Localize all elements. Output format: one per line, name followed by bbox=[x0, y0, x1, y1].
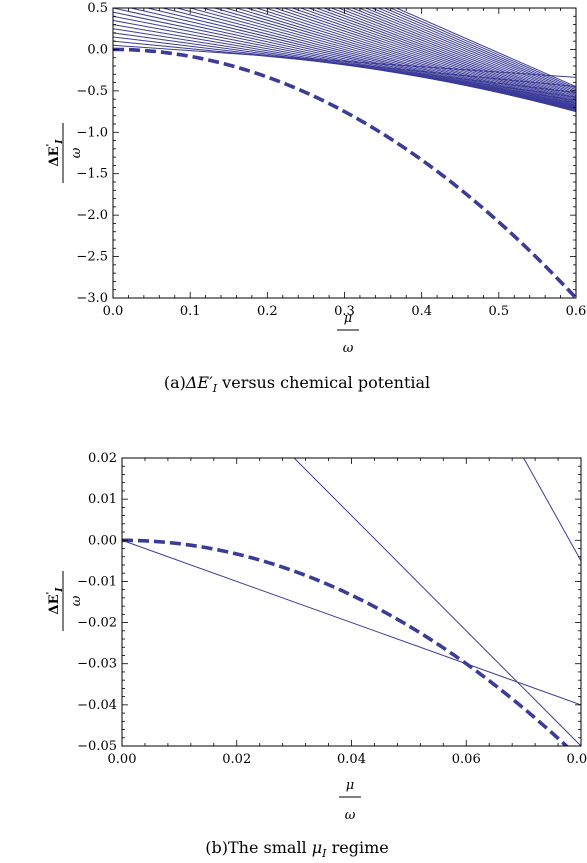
chart-b-ytick-label: 0.02 bbox=[88, 451, 117, 466]
chart-b-ylabel-sub: I bbox=[55, 587, 65, 593]
chart-a-xlabel-den: ω bbox=[343, 341, 354, 356]
chart-a-ylabel-sub: I bbox=[55, 139, 65, 145]
chart-a-ticks: 0.0 0.1 0.2 0.3 0.4 0.5 0.6 0.5 0.0 −0.5 −1.0 −1.5 −… bbox=[76, 1, 586, 319]
chart-b-ytick-label: −0.01 bbox=[77, 574, 117, 589]
chart-a-solid-line bbox=[234, 8, 576, 112]
chart-a-caption-text: versus chemical potential bbox=[217, 373, 430, 392]
chart-b-ylabel-num: ΔE bbox=[47, 594, 62, 614]
chart-a-solid-line bbox=[212, 8, 576, 112]
chart-a-solid-line bbox=[389, 8, 576, 89]
chart-a-xtick-label: 0.6 bbox=[566, 304, 587, 319]
chart-a-caption-math: ΔE′ bbox=[185, 373, 213, 392]
chart-a-solid-line bbox=[322, 8, 576, 103]
chart-a-solid-line bbox=[357, 8, 576, 97]
chart-b-ticks: 0.00 0.02 0.04 0.06 0.08 0.02 0.01 0.00 −0.01 −0.… bbox=[77, 451, 587, 767]
chart-b-xtick-label: 0.02 bbox=[222, 752, 251, 767]
chart-a-xtick-label: 0.5 bbox=[488, 304, 509, 319]
chart-b-xtick-label: 0.04 bbox=[337, 752, 366, 767]
chart-a-solid-line bbox=[200, 8, 576, 112]
chart-a-xtick-label: 0.3 bbox=[334, 304, 355, 319]
chart-a-solid-line bbox=[299, 8, 576, 106]
chart-b-caption-text2: regime bbox=[327, 838, 389, 857]
chart-a-solid-line bbox=[307, 8, 576, 105]
chart-a-solid-line bbox=[244, 8, 576, 111]
chart-a-solid-line bbox=[383, 8, 576, 91]
chart-a-ylabel-den: ω bbox=[69, 147, 84, 158]
chart-b-dashed-curve bbox=[122, 538, 570, 746]
chart-a-ytick-label: −0.5 bbox=[76, 84, 108, 99]
chart-a-ytick-label: −1.0 bbox=[76, 125, 108, 140]
chart-a-dashed-curve bbox=[113, 47, 576, 298]
chart-b-ytick-label: −0.04 bbox=[77, 698, 117, 713]
chart-a-caption-math-sub: I bbox=[212, 382, 218, 395]
chart-b-caption: (b)The small μI regime bbox=[205, 838, 388, 860]
chart-a-xtick-label: 0.0 bbox=[103, 304, 124, 319]
chart-b-solid-line bbox=[122, 539, 581, 706]
chart-a-solid-line bbox=[290, 8, 576, 107]
chart-b-solid-line bbox=[293, 458, 581, 746]
chart-a-ytick-label: −2.5 bbox=[76, 250, 108, 265]
chart-a-solid-line bbox=[364, 8, 576, 95]
svg-text:ΔE'I: ΔE'I bbox=[46, 139, 65, 167]
chart-a-solid-line bbox=[223, 8, 576, 112]
chart-b-xlabel-num: μ bbox=[346, 778, 354, 793]
chart-a-solid-line bbox=[377, 8, 576, 92]
chart-b-solid-line bbox=[523, 458, 581, 562]
chart-a-solid-line bbox=[254, 8, 576, 110]
chart-a-series-group bbox=[113, 8, 576, 298]
chart-b-series-group bbox=[122, 458, 581, 746]
chart-a-plot: 0.0 0.1 0.2 0.3 0.4 0.5 0.6 0.5 0.0 −0.5 −1.0 −1.5 −… bbox=[46, 1, 586, 395]
chart-a-solid-line bbox=[282, 8, 576, 108]
chart-b-caption-math-sub: I bbox=[321, 847, 327, 860]
chart-a-ytick-label: −1.5 bbox=[76, 167, 108, 182]
chart-a-ylabel-sup: ' bbox=[46, 144, 56, 147]
svg-text:ΔE'I: ΔE'I bbox=[46, 587, 65, 615]
chart-b-xlabel-den: ω bbox=[345, 808, 356, 823]
chart-a-solid-line bbox=[370, 8, 576, 94]
chart-a-ytick-label: −3.0 bbox=[76, 291, 108, 306]
chart-a-xtick-label: 0.2 bbox=[257, 304, 278, 319]
chart-b-ytick-label: −0.03 bbox=[77, 657, 117, 672]
chart-a-solid-line bbox=[344, 8, 576, 99]
chart-b-caption-text1: The small bbox=[228, 838, 312, 857]
chart-a-xlabel: μ ω bbox=[337, 311, 359, 356]
chart-a-solid-line bbox=[350, 8, 576, 98]
chart-a-xtick-label: 0.1 bbox=[180, 304, 201, 319]
chart-a-xlabel-num: μ bbox=[344, 311, 352, 326]
chart-b-caption-label: (b) bbox=[205, 838, 228, 857]
chart-b-ylabel-sup: ' bbox=[46, 592, 56, 595]
chart-b-ylabel-den: ω bbox=[69, 595, 84, 606]
chart-a-solid-line bbox=[395, 8, 576, 88]
chart-a-solid-line bbox=[264, 8, 576, 110]
chart-a-ytick-label: −2.0 bbox=[76, 208, 108, 223]
chart-b-caption-math: μ bbox=[312, 838, 322, 857]
chart-a-ytick-label: 0.0 bbox=[87, 42, 108, 57]
chart-b-xtick-label: 0.08 bbox=[567, 752, 587, 767]
chart-a-solid-line bbox=[188, 8, 576, 113]
chart-a-ylabel: ΔE'I ω bbox=[46, 123, 84, 183]
chart-a-caption: (a)ΔE′I versus chemical potential bbox=[164, 373, 430, 395]
chart-b-ytick-label: 0.01 bbox=[88, 492, 117, 507]
chart-a-ylabel-num: ΔE bbox=[47, 146, 62, 166]
chart-a-caption-label: (a) bbox=[164, 373, 186, 392]
chart-b-xtick-label: 0.06 bbox=[452, 752, 481, 767]
chart-b-frame bbox=[121, 457, 582, 747]
chart-a-ytick-label: 0.5 bbox=[87, 1, 108, 16]
chart-a-solid-line bbox=[314, 8, 576, 104]
chart-b-ylabel: ΔE'I ω bbox=[46, 571, 84, 631]
chart-b-ytick-label: −0.02 bbox=[77, 616, 117, 631]
chart-a-solid-line bbox=[273, 8, 576, 109]
chart-a-xtick-label: 0.4 bbox=[411, 304, 432, 319]
chart-b-ytick-label: 0.00 bbox=[88, 533, 117, 548]
chart-b-xtick-label: 0.00 bbox=[108, 752, 137, 767]
chart-b-plot: 0.00 0.02 0.04 0.06 0.08 0.02 0.01 0.00 −0.01 −0.… bbox=[46, 451, 587, 860]
chart-b-xlabel: μ ω bbox=[339, 778, 361, 823]
chart-b-ytick-label: −0.05 bbox=[77, 739, 117, 754]
